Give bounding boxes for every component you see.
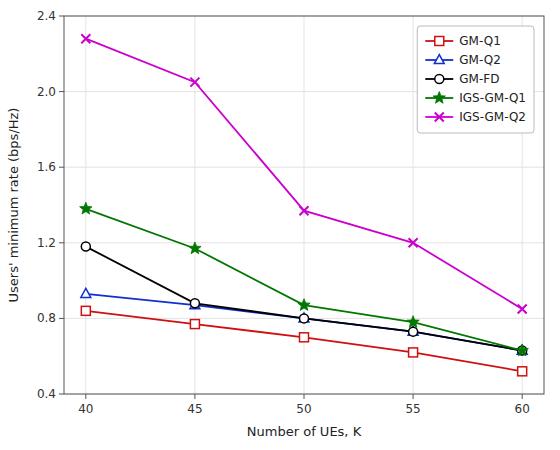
y-axis-label: Users' minimum rate (bps/Hz) <box>6 108 21 303</box>
line <box>86 311 522 371</box>
point <box>298 299 310 311</box>
point <box>409 348 418 357</box>
point <box>300 314 309 323</box>
legend-label: GM-Q2 <box>459 53 501 67</box>
legend-label: IGS-GM-Q1 <box>459 91 526 105</box>
legend: GM-Q1 GM-Q2 GM-FD IGS-GM-Q1 IGS-GM-Q2 <box>417 26 534 133</box>
tick-mark <box>304 394 305 399</box>
tick-mark <box>59 91 64 92</box>
tick-label: 60 <box>515 402 530 416</box>
point <box>409 327 418 336</box>
grid-line <box>413 16 414 394</box>
legend-marker <box>435 75 444 84</box>
tick-mark <box>59 394 64 395</box>
series <box>81 242 526 355</box>
tick-mark <box>59 16 64 17</box>
point <box>81 288 91 297</box>
legend-marker <box>435 113 444 122</box>
line <box>86 247 522 351</box>
tick-label: 2.4 <box>37 9 56 23</box>
point <box>81 242 90 251</box>
legend-label: GM-FD <box>459 72 499 86</box>
legend-marker <box>433 92 445 104</box>
legend-label: IGS-GM-Q2 <box>459 110 526 124</box>
point <box>516 344 528 356</box>
series <box>80 202 529 356</box>
plot-area <box>64 16 544 394</box>
legend-box <box>417 26 534 133</box>
tick-mark <box>59 318 64 319</box>
x-axis-label: Number of UEs, K <box>247 424 362 439</box>
series <box>81 288 527 354</box>
tick-label: 2.0 <box>37 85 56 99</box>
tick-mark <box>59 167 64 168</box>
line <box>86 294 522 351</box>
point <box>190 299 199 308</box>
tick-label: 50 <box>296 402 311 416</box>
point <box>190 320 199 329</box>
point <box>80 202 92 214</box>
point <box>81 34 90 43</box>
point <box>518 304 527 313</box>
tick-label: 45 <box>187 402 202 416</box>
tick-label: 1.6 <box>37 160 56 174</box>
tick-label: 0.8 <box>37 311 56 325</box>
point <box>407 316 419 328</box>
series-group <box>80 34 529 376</box>
tick-label: 0.4 <box>37 387 56 401</box>
point <box>81 306 90 315</box>
tick-mark <box>194 394 195 399</box>
series <box>81 306 526 375</box>
tick-label: 1.2 <box>37 236 56 250</box>
tick-mark <box>413 394 414 399</box>
legend-marker <box>435 37 444 46</box>
point <box>190 300 200 309</box>
tick-label: 40 <box>78 402 93 416</box>
point <box>189 242 201 254</box>
series <box>81 34 526 313</box>
point <box>299 313 309 322</box>
tick-mark <box>85 394 86 399</box>
plot-frame <box>64 16 544 394</box>
point <box>409 238 418 247</box>
point <box>518 367 527 376</box>
point <box>300 333 309 342</box>
grid-line <box>194 16 195 394</box>
tick-mark <box>522 394 523 399</box>
legend-label: GM-Q1 <box>459 34 501 48</box>
tick-mark <box>59 242 64 243</box>
line <box>86 209 522 351</box>
grid <box>64 16 544 394</box>
chart: 0.4 0.8 1.2 1.6 2.0 2.4 40 45 50 55 60 Number of UE… <box>0 0 560 450</box>
legend-marker <box>434 55 444 64</box>
point <box>190 78 199 87</box>
tick-label: 55 <box>405 402 420 416</box>
point <box>300 206 309 215</box>
